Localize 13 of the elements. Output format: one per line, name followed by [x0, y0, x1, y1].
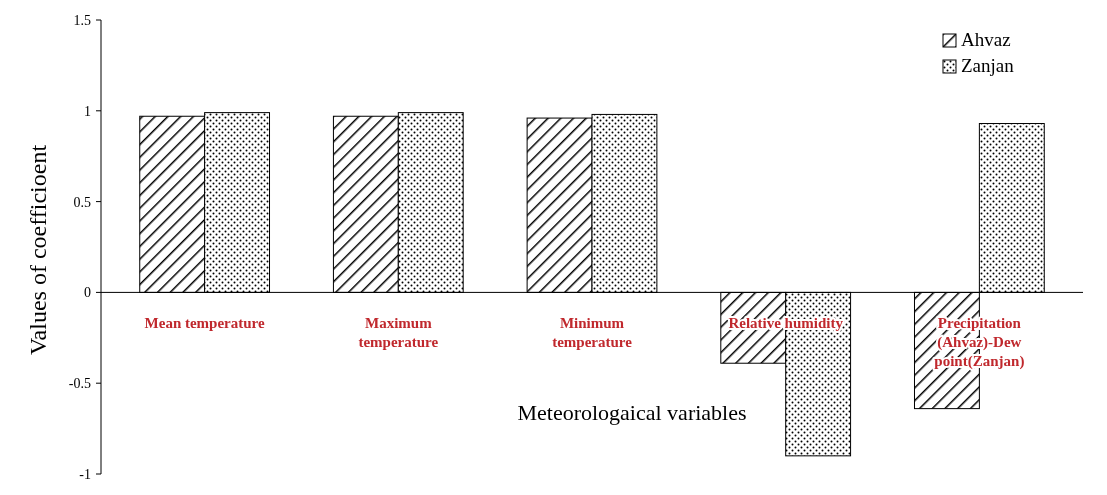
y-tick-label: 1 [84, 103, 91, 119]
x-axis-title: Meteorologaical variables [517, 399, 747, 425]
x-tick-label: Mean temperature [144, 315, 266, 332]
y-tick-label: -0.5 [68, 376, 91, 392]
y-axis-title: Values of coefficioent [25, 144, 51, 356]
legend-label: Ahvaz [961, 29, 1011, 50]
x-tick-label: Maximum temperature [358, 315, 439, 351]
y-tick-label: -1 [79, 466, 91, 482]
y-tick-label: 0 [84, 285, 91, 301]
x-tick-label: Minimum temperature [552, 315, 633, 351]
legend-label: Zanjan [961, 55, 1015, 76]
y-tick-label: 1.5 [73, 12, 91, 28]
y-tick-label: 0.5 [73, 194, 91, 210]
